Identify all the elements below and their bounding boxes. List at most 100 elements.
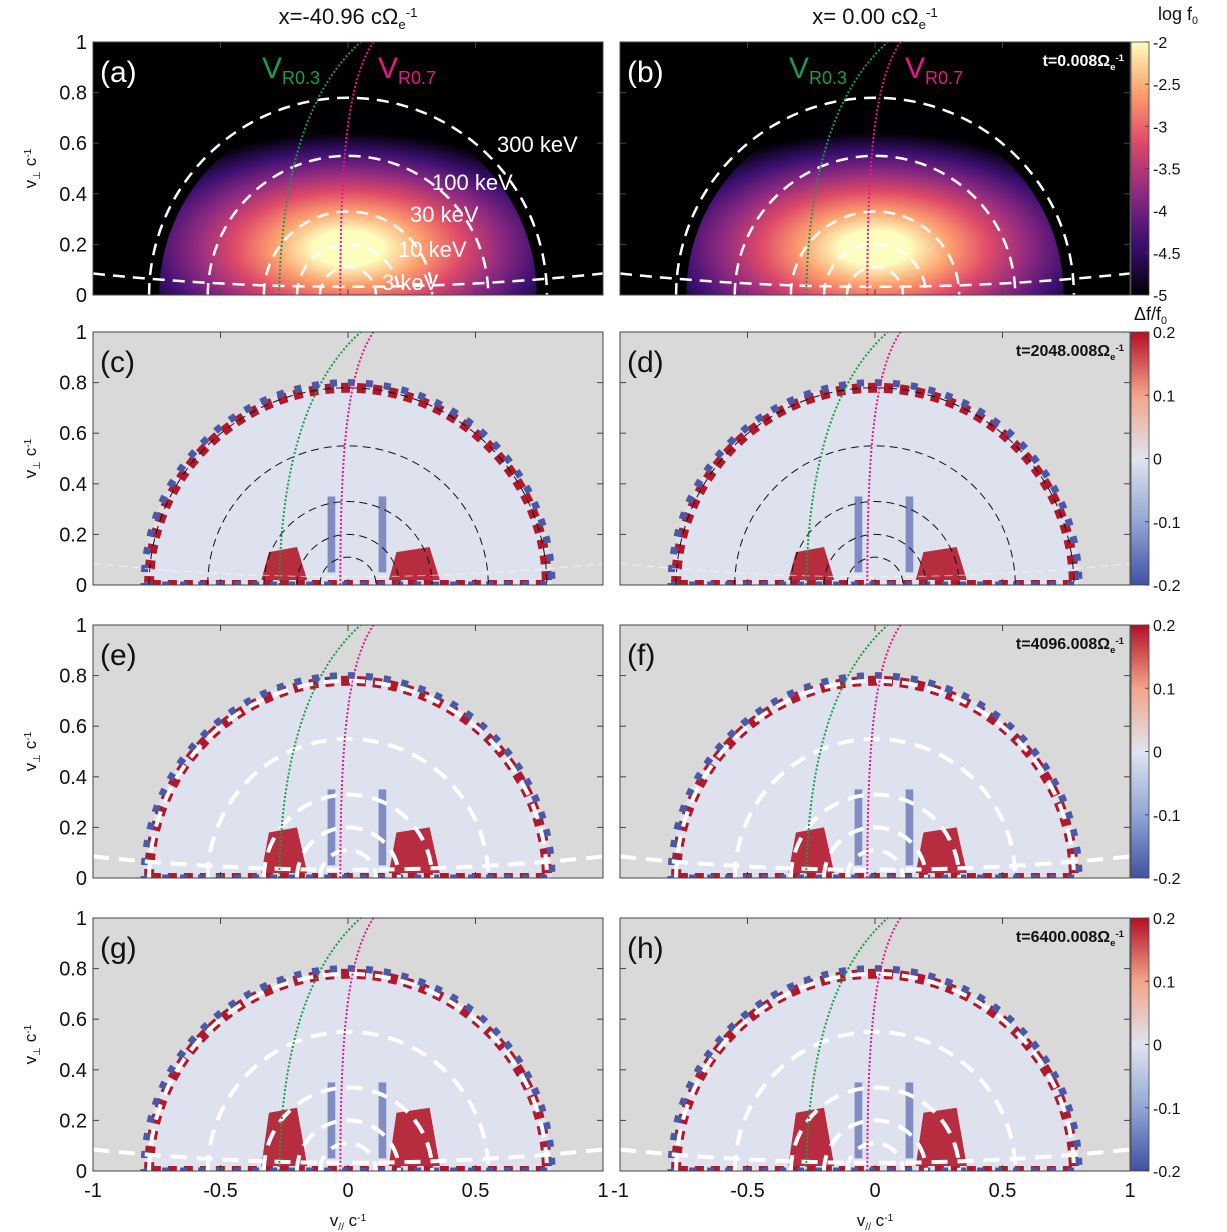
y-tick-label: 0.6 <box>59 716 87 738</box>
y-axis-label: v⊥ c-1 <box>21 1024 43 1064</box>
panel: 0 0.2 0.4 0.6 0.8 1 (e) <box>59 615 604 890</box>
panel: (b) <box>619 41 1131 296</box>
time-label-part: t=2048.008Ω <box>1016 343 1110 360</box>
energy-contour <box>147 678 549 878</box>
resonance-curve <box>339 625 375 878</box>
energy-contour <box>789 210 961 295</box>
x-axis-label-part: // <box>338 1222 344 1232</box>
resonance-label-part: R0.7 <box>398 68 436 88</box>
resonance-label-part: V <box>378 52 398 85</box>
y-tick-label: 0 <box>76 868 87 890</box>
panel-label: (a) <box>100 56 137 89</box>
y-tick-label: 0.2 <box>59 234 87 256</box>
depletion <box>905 789 914 866</box>
x-tick-label: 0 <box>342 1180 353 1202</box>
growth-region <box>915 547 967 580</box>
depletion <box>378 1082 387 1159</box>
time-label-part: -1 <box>1115 929 1124 940</box>
resonance-curve <box>866 625 902 878</box>
depletion <box>378 789 387 866</box>
colorbar-title-part: 0 <box>1192 15 1198 27</box>
resonance-curve <box>866 918 902 1171</box>
energy-contour <box>822 243 928 295</box>
energy-label: 30 keV <box>410 202 479 227</box>
column-title-part: e <box>398 17 405 32</box>
colorbar-tick-label: -4.5 <box>1153 246 1181 263</box>
energy-contour <box>844 848 906 878</box>
distribution-edge <box>140 672 556 878</box>
distribution <box>144 675 552 878</box>
y-tick-label: 0.2 <box>59 1110 87 1132</box>
energy-contour <box>844 1141 906 1171</box>
y-tick-label: 0.8 <box>59 373 87 395</box>
resonance-curve <box>339 918 375 1171</box>
y-tick-label: 0 <box>76 285 87 307</box>
y-axis-label: v⊥ c-1 <box>21 438 43 478</box>
energy-contour <box>732 1029 1018 1171</box>
colorbar-tick-label: 0 <box>1153 1038 1162 1055</box>
time-label-part: e <box>1110 352 1115 363</box>
resonance-label: VR0.7 <box>378 52 436 88</box>
energy-contour <box>295 1118 401 1171</box>
depletion <box>905 496 914 573</box>
panel-plot <box>93 42 603 295</box>
x-axis-label-part: -1 <box>357 1213 366 1224</box>
y-tick-label: 1 <box>76 908 87 930</box>
energy-contour <box>734 445 1016 585</box>
panel-plot <box>93 625 603 878</box>
panel-label: (g) <box>100 932 137 965</box>
y-tick-label: 0.8 <box>59 959 87 981</box>
energy-contour <box>846 556 904 585</box>
resonance-curve <box>339 332 375 585</box>
x-tick-label: 0.5 <box>989 1180 1017 1202</box>
growth-region <box>788 1107 835 1166</box>
resonance-label-part: R0.7 <box>925 68 963 88</box>
panel-plot <box>620 625 1130 878</box>
colorbar-tick-label: 0.1 <box>1153 681 1175 698</box>
colorbar-title: Δf/f0 <box>1134 304 1167 327</box>
energy-contour <box>732 736 1018 878</box>
energy-contour <box>674 971 1076 1171</box>
energy-contour <box>205 1029 491 1171</box>
energy-contour <box>205 736 491 878</box>
energy-contour <box>295 825 401 878</box>
y-axis-label-part: -1 <box>23 148 34 157</box>
colorbar-title-part: Δf/f <box>1134 304 1162 324</box>
x-axis-label-part: -1 <box>884 1213 893 1224</box>
time-label-part: e <box>1110 938 1115 949</box>
panel-label: (d) <box>627 346 664 379</box>
energy-contour <box>823 533 927 585</box>
y-axis-label: v⊥ c-1 <box>21 731 43 771</box>
y-tick-label: 0.6 <box>59 1009 87 1031</box>
x-tick-label: 0 <box>869 1180 880 1202</box>
depletion <box>327 789 336 866</box>
colorbar-title-part: 0 <box>1161 315 1167 327</box>
x-tick-label: 1 <box>597 1180 608 1202</box>
growth-region <box>388 547 440 580</box>
y-tick-label: 0.2 <box>59 524 87 546</box>
colorbar-title: log f0 <box>1158 4 1198 27</box>
panel: (d) <box>619 331 1131 586</box>
x-axis-label: v// c-1 <box>330 1211 367 1232</box>
depletion <box>327 496 336 573</box>
y-axis-label-part: ⊥ <box>32 1047 43 1056</box>
energy-contour <box>822 825 928 878</box>
growth-region <box>915 1107 967 1166</box>
energy-label: 300 keV <box>497 132 578 157</box>
time-label-part: -1 <box>1115 343 1124 354</box>
panel-plot <box>620 918 1130 1171</box>
x-axis-label: v// c-1 <box>857 1211 894 1232</box>
panel-label: (h) <box>627 932 664 965</box>
depletion <box>854 1082 863 1159</box>
time-label-part: -1 <box>1115 636 1124 647</box>
colorbar-tick-label: 0.2 <box>1153 911 1175 928</box>
panel-label: (c) <box>100 346 135 379</box>
distribution-edge <box>667 672 1083 878</box>
panel-label: (b) <box>627 56 664 89</box>
depletion <box>378 496 387 573</box>
energy-contour <box>147 96 549 295</box>
y-tick-label: 0 <box>76 1161 87 1183</box>
y-tick-label: 0.8 <box>59 666 87 688</box>
energy-label: 10 keV <box>398 237 467 262</box>
y-tick-label: 1 <box>76 322 87 344</box>
